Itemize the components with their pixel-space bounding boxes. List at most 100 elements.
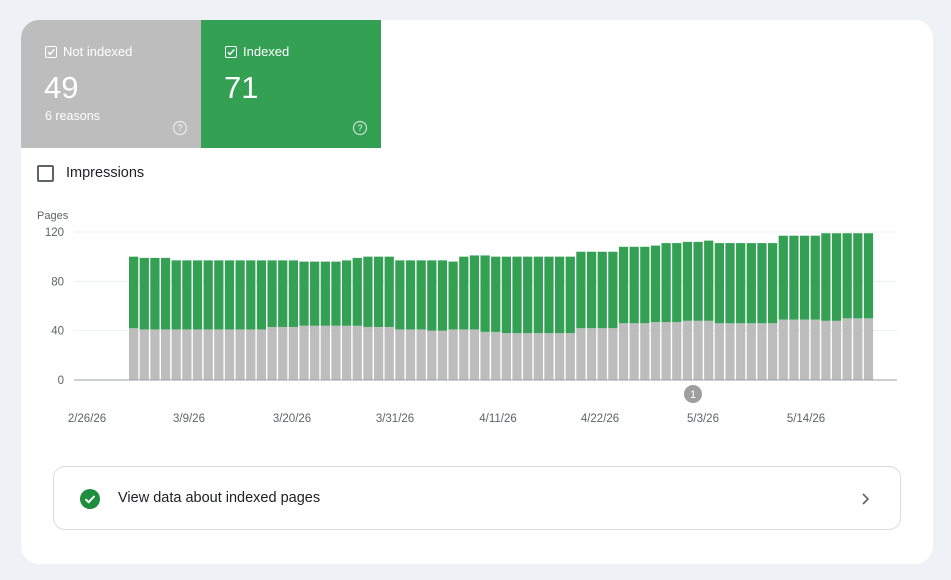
bar-indexed <box>246 260 256 330</box>
bar-not-indexed <box>650 322 661 380</box>
y-tick-label: 120 <box>45 227 64 239</box>
bar-not-indexed <box>395 329 405 380</box>
bar-not-indexed <box>512 333 522 380</box>
bar-indexed <box>778 235 788 320</box>
bar-indexed <box>768 243 778 324</box>
y-axis-title: Pages <box>37 210 69 222</box>
bar-indexed <box>533 256 543 334</box>
bar-indexed <box>512 256 522 334</box>
bar-indexed <box>586 251 597 329</box>
bar-indexed <box>203 260 213 330</box>
bar-indexed <box>256 260 267 330</box>
bar-indexed <box>129 256 139 329</box>
bar-indexed <box>182 260 192 330</box>
bar-not-indexed <box>214 329 224 380</box>
bar-not-indexed <box>320 325 330 380</box>
bar-not-indexed <box>746 323 756 380</box>
bar-not-indexed <box>799 319 810 380</box>
view-indexed-pages-label: View data about indexed pages <box>118 490 321 506</box>
pages-chart: Pages 0 40 80 120 2/26/26 3/9/26 3/20/26 3/31/26… <box>37 210 897 425</box>
bar-not-indexed <box>693 320 703 380</box>
bar-not-indexed <box>725 323 735 380</box>
y-tick-label: 0 <box>58 375 64 387</box>
bar-indexed <box>310 261 320 326</box>
bar-not-indexed <box>682 320 693 380</box>
bar-indexed <box>214 260 224 330</box>
x-tick-label: 4/11/26 <box>479 413 517 425</box>
bar-not-indexed <box>448 329 458 380</box>
bar-indexed <box>342 260 352 326</box>
bar-indexed <box>672 243 682 323</box>
bar-not-indexed <box>608 328 618 380</box>
bar-indexed <box>373 256 384 327</box>
not-indexed-tile[interactable]: Not indexed 49 6 reasons ? <box>21 20 201 148</box>
bar-indexed <box>725 243 735 324</box>
help-circle-icon[interactable]: ? <box>173 121 187 135</box>
bar-indexed <box>395 260 405 330</box>
check-circle-icon <box>80 489 100 509</box>
bar-not-indexed <box>736 323 746 380</box>
bar-indexed <box>416 260 426 330</box>
indexed-label: Indexed <box>243 44 290 59</box>
view-indexed-pages-link[interactable]: View data about indexed pages <box>53 466 901 530</box>
bar-not-indexed <box>757 323 767 380</box>
bar-not-indexed <box>533 333 543 380</box>
bar-indexed <box>789 235 799 320</box>
bar-indexed <box>799 235 810 320</box>
help-circle-icon[interactable]: ? <box>353 121 367 135</box>
bar-not-indexed <box>459 329 469 380</box>
bar-not-indexed <box>278 326 288 380</box>
bar-not-indexed <box>384 326 394 380</box>
bar-indexed <box>501 256 511 334</box>
bar-not-indexed <box>661 322 671 380</box>
x-tick-label: 3/9/26 <box>173 413 205 425</box>
checkbox-checked-icon[interactable] <box>45 46 57 58</box>
bar-indexed <box>299 261 309 326</box>
bar-not-indexed <box>501 333 511 380</box>
bar-not-indexed <box>331 325 341 380</box>
not-indexed-count: 49 <box>44 70 79 105</box>
impressions-label: Impressions <box>66 165 145 181</box>
bar-indexed <box>235 260 245 330</box>
bar-not-indexed <box>469 329 480 380</box>
bar-not-indexed <box>821 320 831 380</box>
bar-indexed <box>320 261 330 326</box>
bar-indexed <box>704 240 714 321</box>
bar-not-indexed <box>576 328 586 380</box>
bar-not-indexed <box>203 329 213 380</box>
bar-not-indexed <box>863 318 874 380</box>
bar-indexed <box>640 246 650 324</box>
bar-not-indexed <box>618 323 629 380</box>
bar-not-indexed <box>586 328 597 380</box>
bar-not-indexed <box>299 325 309 380</box>
bar-not-indexed <box>789 319 799 380</box>
bar-not-indexed <box>810 319 820 380</box>
x-tick-label: 3/20/26 <box>273 413 311 425</box>
bar-indexed <box>405 260 416 330</box>
bar-not-indexed <box>224 329 235 380</box>
bar-indexed <box>523 256 533 334</box>
bar-indexed <box>714 243 724 324</box>
indexed-tile[interactable]: Indexed 71 ? <box>201 20 381 148</box>
checkbox-checked-icon[interactable] <box>225 46 237 58</box>
bar-indexed <box>331 261 341 326</box>
bar-indexed <box>544 256 554 334</box>
bar-indexed <box>224 260 235 330</box>
bar-not-indexed <box>544 333 554 380</box>
bar-indexed <box>821 233 831 321</box>
bar-not-indexed <box>427 330 437 380</box>
impressions-checkbox[interactable] <box>37 165 54 182</box>
bar-not-indexed <box>480 331 490 380</box>
bar-indexed <box>757 243 767 324</box>
bar-not-indexed <box>523 333 533 380</box>
bar-indexed <box>139 257 149 330</box>
bar-not-indexed <box>831 320 842 380</box>
bar-not-indexed <box>160 329 171 380</box>
bar-not-indexed <box>437 330 448 380</box>
bar-not-indexed <box>597 328 607 380</box>
bar-not-indexed <box>342 325 352 380</box>
bar-not-indexed <box>171 329 181 380</box>
bar-not-indexed <box>246 329 256 380</box>
bar-indexed <box>842 233 852 319</box>
x-tick-label: 5/14/26 <box>787 413 825 425</box>
